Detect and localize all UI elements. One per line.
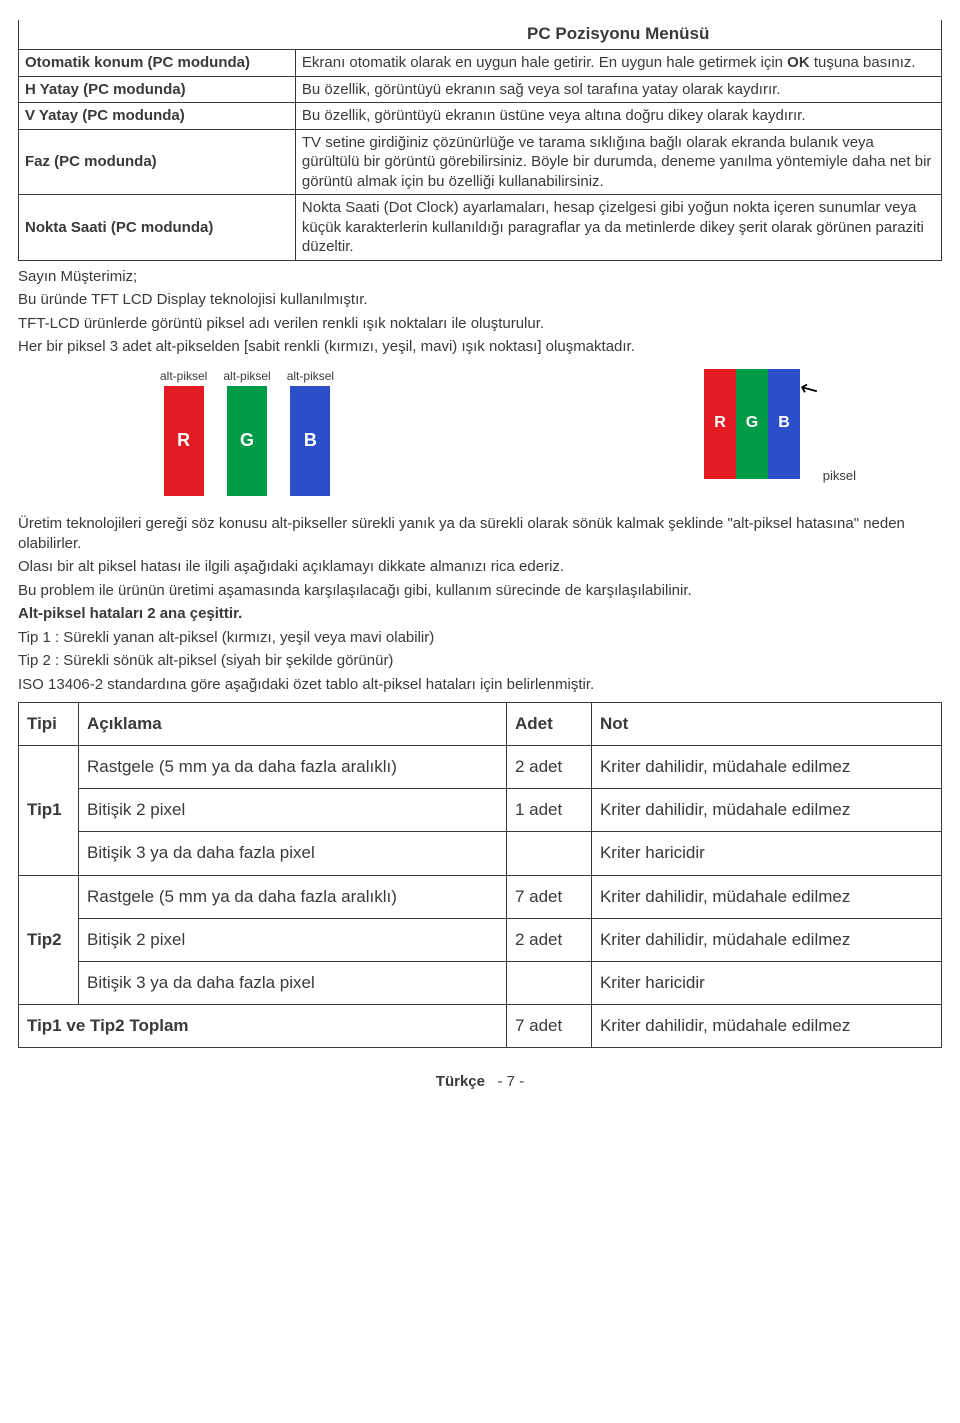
desc-cell: Rastgele (5 mm ya da daha fazla aralıklı… [79,875,507,918]
paragraph: Bu üründe TFT LCD Display teknolojisi ku… [18,290,942,310]
footer-page-number: - 7 - [498,1073,525,1090]
table-header-row: Tipi Açıklama Adet Not [19,703,942,746]
paragraph: Her bir piksel 3 adet alt-pikselden [sab… [18,337,942,357]
note-cell: Kriter haricidir [591,832,941,875]
paragraph: Bu problem ile ürünün üretimi aşamasında… [18,581,942,601]
footer-language: Türkçe [436,1073,485,1090]
note-cell: Kriter dahilidir, müdahale edilmez [591,746,941,789]
table-row: Tip2 Rastgele (5 mm ya da daha fazla ara… [19,875,942,918]
subpixel-bars-separate: alt-piksel R alt-piksel G alt-piksel B [160,369,334,497]
table-row: Tip1 Rastgele (5 mm ya da daha fazla ara… [19,746,942,789]
table-row: Bitişik 3 ya da daha fazla pixel Kriter … [19,961,942,1004]
table-row: Bitişik 2 pixel 1 adet Kriter dahilidir,… [19,789,942,832]
paragraph: Sayın Müşterimiz; [18,267,942,287]
col-desc: Açıklama [79,703,507,746]
menu-desc: TV setine girdiğiniz çözünürlüğe ve tara… [295,129,941,195]
paragraph: TFT-LCD ürünlerde görüntü piksel adı ver… [18,314,942,334]
pixel-bars-adjacent: R G B ↖ piksel [704,369,800,479]
desc-cell: Bitişik 3 ya da daha fazla pixel [79,832,507,875]
table-row: Bitişik 3 ya da daha fazla pixel Kriter … [19,832,942,875]
paragraph-heading: Alt-piksel hataları 2 ana çeşittir. [18,604,942,624]
subpixel-diagram: alt-piksel R alt-piksel G alt-piksel B R… [160,369,800,497]
menu-row: H Yatay (PC modunda) Bu özellik, görüntü… [19,76,942,103]
menu-label: Nokta Saati (PC modunda) [19,195,296,261]
bar-r: R [704,369,736,479]
col-type: Tipi [19,703,79,746]
col-note: Not [591,703,941,746]
bar-g: G [736,369,768,479]
page-footer: Türkçe - 7 - [18,1072,942,1092]
count-cell: 7 adet [506,875,591,918]
menu-label: Faz (PC modunda) [19,129,296,195]
note-cell: Kriter dahilidir, müdahale edilmez [591,789,941,832]
count-cell: 1 adet [506,789,591,832]
menu-row: V Yatay (PC modunda) Bu özellik, görüntü… [19,103,942,130]
menu-desc: Bu özellik, görüntüyü ekranın üstüne vey… [295,103,941,130]
pc-position-menu-table: PC Pozisyonu Menüsü Otomatik konum (PC m… [18,20,942,261]
total-count: 7 adet [506,1004,591,1047]
bar-r: R [164,386,204,496]
total-note: Kriter dahilidir, müdahale edilmez [591,1004,941,1047]
paragraph: ISO 13406-2 standardına göre aşağıdaki ö… [18,675,942,695]
col-count: Adet [506,703,591,746]
type-cell: Tip1 [19,746,79,875]
paragraph: Tip 1 : Sürekli yanan alt-piksel (kırmız… [18,628,942,648]
count-cell: 2 adet [506,918,591,961]
count-cell [506,832,591,875]
menu-desc: Ekranı otomatik olarak en uygun hale get… [295,50,941,77]
table-row: Bitişik 2 pixel 2 adet Kriter dahilidir,… [19,918,942,961]
subpixel-label: alt-piksel [287,369,334,385]
desc-cell: Bitişik 2 pixel [79,918,507,961]
menu-desc: Nokta Saati (Dot Clock) ayarlamaları, he… [295,195,941,261]
paragraph: Üretim teknolojileri gereği söz konusu a… [18,514,942,553]
note-cell: Kriter dahilidir, müdahale edilmez [591,875,941,918]
menu-label: H Yatay (PC modunda) [19,76,296,103]
paragraph: Tip 2 : Sürekli sönük alt-piksel (siyah … [18,651,942,671]
count-cell [506,961,591,1004]
bar-b: B [290,386,330,496]
subpixel-label: alt-piksel [160,369,207,385]
desc-cell: Bitişik 3 ya da daha fazla pixel [79,961,507,1004]
menu-label: Otomatik konum (PC modunda) [19,50,296,77]
count-cell: 2 adet [506,746,591,789]
pixel-label: piksel [823,468,856,485]
note-cell: Kriter dahilidir, müdahale edilmez [591,918,941,961]
total-label: Tip1 ve Tip2 Toplam [19,1004,507,1047]
type-cell: Tip2 [19,875,79,1004]
menu-row: Nokta Saati (PC modunda) Nokta Saati (Do… [19,195,942,261]
table-total-row: Tip1 ve Tip2 Toplam 7 adet Kriter dahili… [19,1004,942,1047]
desc-cell: Rastgele (5 mm ya da daha fazla aralıklı… [79,746,507,789]
subpixel-label: alt-piksel [223,369,270,385]
menu-desc: Bu özellik, görüntüyü ekranın sağ veya s… [295,76,941,103]
menu-row: Otomatik konum (PC modunda) Ekranı otoma… [19,50,942,77]
menu-title: PC Pozisyonu Menüsü [295,20,941,50]
note-cell: Kriter haricidir [591,961,941,1004]
bar-g: G [227,386,267,496]
menu-label: V Yatay (PC modunda) [19,103,296,130]
pixel-error-table: Tipi Açıklama Adet Not Tip1 Rastgele (5 … [18,702,942,1048]
menu-row: Faz (PC modunda) TV setine girdiğiniz çö… [19,129,942,195]
paragraph: Olası bir alt piksel hatası ile ilgili a… [18,557,942,577]
desc-cell: Bitişik 2 pixel [79,789,507,832]
